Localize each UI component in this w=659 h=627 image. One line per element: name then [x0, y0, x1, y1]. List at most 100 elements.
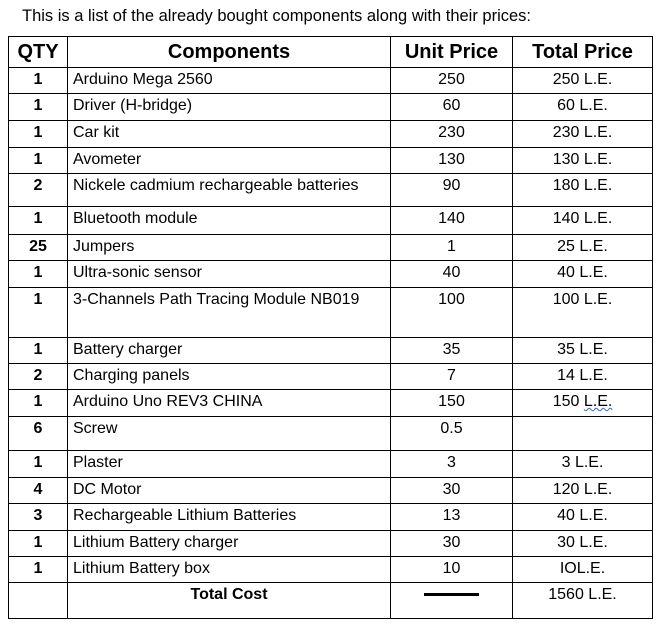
unit-price-cell: 140 — [390, 206, 513, 235]
unit-price-cell: 250 — [390, 67, 513, 94]
table-row: 1 Lithium Battery charger 30 30 L.E. — [8, 530, 653, 557]
unit-price-cell: 13 — [390, 503, 513, 531]
component-cell: Car kit — [67, 120, 391, 148]
total-cost-value: 1560 L.E. — [512, 582, 653, 619]
total-cost-dash-cell — [390, 582, 513, 619]
qty-cell: 1 — [8, 67, 68, 94]
qty-cell: 1 — [8, 287, 68, 338]
component-cell: Driver (H-bridge) — [67, 93, 391, 121]
table-row: 2 Nickele cadmium rechargeable batteries… — [8, 173, 653, 207]
table-row: 1 Car kit 230 230 L.E. — [8, 120, 653, 148]
total-cost-label: Total Cost — [67, 582, 391, 619]
components-header: Components — [67, 36, 391, 68]
component-cell: Ultra-sonic sensor — [67, 260, 391, 288]
unit-price-cell: 0.5 — [390, 416, 513, 451]
unit-price-cell: 130 — [390, 147, 513, 174]
total-price-cell: 180 L.E. — [512, 173, 653, 207]
component-cell: Jumpers — [67, 234, 391, 261]
component-cell: Screw — [67, 416, 391, 451]
table-row: 2 Charging panels 7 14 L.E. — [8, 363, 653, 390]
qty-cell: 25 — [8, 234, 68, 261]
table-row: 25 Jumpers 1 25 L.E. — [8, 234, 653, 261]
components-table: QTY Components Unit Price Total Price 1 … — [8, 36, 653, 619]
total-price-cell: 230 L.E. — [512, 120, 653, 148]
total-price-cell: 35 L.E. — [512, 337, 653, 364]
qty-cell: 1 — [8, 337, 68, 364]
component-cell: Nickele cadmium rechargeable batteries — [67, 173, 391, 207]
qty-cell: 1 — [8, 530, 68, 557]
table-row: 1 Plaster 3 3 L.E. — [8, 450, 653, 478]
unit-price-cell: 7 — [390, 363, 513, 390]
total-price-cell: 40 L.E. — [512, 260, 653, 288]
table-row: 1 Lithium Battery box 10 IOL.E. — [8, 556, 653, 583]
total-price-cell: 140 L.E. — [512, 206, 653, 235]
table-row: 1 Battery charger 35 35 L.E. — [8, 337, 653, 364]
total-price-cell: 40 L.E. — [512, 503, 653, 531]
total-price-number: 150 — [552, 393, 580, 410]
qty-cell: 2 — [8, 173, 68, 207]
dash-line — [424, 593, 479, 597]
component-cell: DC Motor — [67, 477, 391, 504]
table-row: 1 Ultra-sonic sensor 40 40 L.E. — [8, 260, 653, 288]
total-price-cell: 250 L.E. — [512, 67, 653, 94]
table-row: 1 Arduino Mega 2560 250 250 L.E. — [8, 67, 653, 94]
qty-cell: 1 — [8, 120, 68, 148]
table-row: 1 Bluetooth module 140 140 L.E. — [8, 206, 653, 235]
qty-cell: 3 — [8, 503, 68, 531]
intro-text: This is a list of the already bought com… — [22, 7, 532, 25]
component-cell: Plaster — [67, 450, 391, 478]
qty-cell: 2 — [8, 363, 68, 390]
unit-price-cell: 30 — [390, 530, 513, 557]
component-cell: Charging panels — [67, 363, 391, 390]
qty-cell: 1 — [8, 556, 68, 583]
qty-cell: 1 — [8, 93, 68, 121]
total-price-cell: 25 L.E. — [512, 234, 653, 261]
qty-cell: 1 — [8, 206, 68, 235]
table-row: 1 Avometer 130 130 L.E. — [8, 147, 653, 174]
qty-cell: 1 — [8, 260, 68, 288]
total-cost-row: Total Cost 1560 L.E. — [8, 582, 653, 619]
component-cell: Rechargeable Lithium Batteries — [67, 503, 391, 531]
total-price-cell: 30 L.E. — [512, 530, 653, 557]
unit-price-cell: 230 — [390, 120, 513, 148]
component-cell: Arduino Uno REV3 CHINA — [67, 389, 391, 417]
total-price-cell: 3 L.E. — [512, 450, 653, 478]
table-row: 1 3-Channels Path Tracing Module NB019 1… — [8, 287, 653, 338]
total-price-cell: 120 L.E. — [512, 477, 653, 504]
unit-price-cell: 30 — [390, 477, 513, 504]
qty-cell: 6 — [8, 416, 68, 451]
unit-price-cell: 3 — [390, 450, 513, 478]
unit-price-cell: 100 — [390, 287, 513, 338]
table-row: 1 Driver (H-bridge) 60 60 L.E. — [8, 93, 653, 121]
unit-price-cell: 60 — [390, 93, 513, 121]
component-cell: Bluetooth module — [67, 206, 391, 235]
table-row: 4 DC Motor 30 120 L.E. — [8, 477, 653, 504]
unit-price-cell: 90 — [390, 173, 513, 207]
component-cell: Battery charger — [67, 337, 391, 364]
total-price-cell: 130 L.E. — [512, 147, 653, 174]
qty-cell: 4 — [8, 477, 68, 504]
empty-qty-cell — [8, 582, 68, 619]
table-row: 3 Rechargeable Lithium Batteries 13 40 L… — [8, 503, 653, 531]
unit-price-cell: 40 — [390, 260, 513, 288]
component-cell: 3-Channels Path Tracing Module NB019 — [67, 287, 391, 338]
qty-cell: 1 — [8, 147, 68, 174]
unit-price-cell: 10 — [390, 556, 513, 583]
total-price-cell: 150 L.E. — [512, 389, 653, 417]
unit-price-cell: 1 — [390, 234, 513, 261]
unit-price-cell: 150 — [390, 389, 513, 417]
component-cell: Arduino Mega 2560 — [67, 67, 391, 94]
component-cell: Avometer — [67, 147, 391, 174]
unit-price-cell: 35 — [390, 337, 513, 364]
total-price-cell — [512, 416, 653, 451]
total-price-cell: 60 L.E. — [512, 93, 653, 121]
qty-cell: 1 — [8, 450, 68, 478]
total-price-cell: IOL.E. — [512, 556, 653, 583]
qty-cell: 1 — [8, 389, 68, 417]
table-row: 1 Arduino Uno REV3 CHINA 150 150 L.E. — [8, 389, 653, 417]
table-row: 6 Screw 0.5 — [8, 416, 653, 451]
header-row: QTY Components Unit Price Total Price — [8, 36, 653, 68]
qty-header: QTY — [8, 36, 68, 68]
component-cell: Lithium Battery charger — [67, 530, 391, 557]
component-cell: Lithium Battery box — [67, 556, 391, 583]
